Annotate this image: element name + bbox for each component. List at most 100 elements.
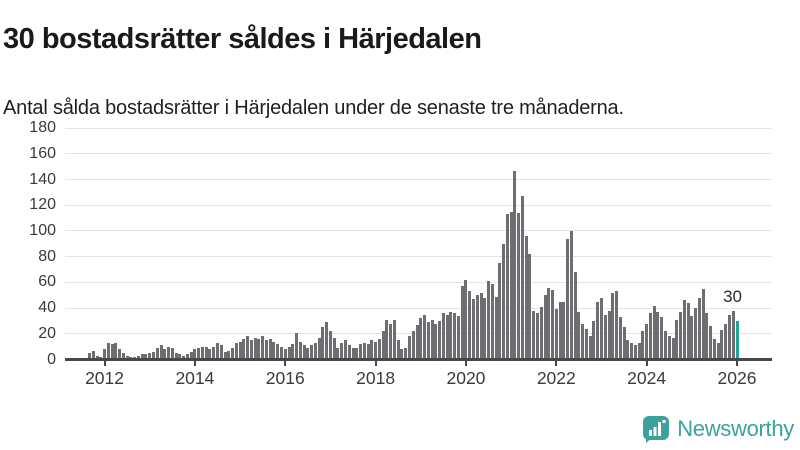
y-gridline bbox=[65, 333, 772, 335]
bar bbox=[633, 345, 637, 360]
bar bbox=[543, 295, 547, 360]
bar bbox=[434, 323, 438, 360]
bar bbox=[637, 342, 641, 360]
bar bbox=[204, 346, 208, 360]
bar bbox=[716, 342, 720, 360]
bar bbox=[494, 296, 498, 360]
bar bbox=[200, 346, 204, 360]
bar bbox=[505, 214, 509, 360]
bar bbox=[238, 341, 242, 360]
chart-subtitle: Antal sålda bostadsrätter i Härjedalen u… bbox=[3, 97, 624, 119]
bar bbox=[400, 349, 404, 360]
x-axis-tick-mark bbox=[555, 361, 558, 366]
bar bbox=[268, 338, 272, 360]
bar bbox=[682, 300, 686, 360]
bar bbox=[253, 337, 257, 360]
bar bbox=[370, 340, 374, 360]
x-axis-tick-mark bbox=[645, 361, 648, 366]
bar bbox=[155, 347, 159, 360]
bar bbox=[242, 338, 246, 360]
bar bbox=[328, 331, 332, 360]
bar bbox=[310, 345, 314, 360]
bar bbox=[622, 327, 626, 360]
y-gridline bbox=[65, 256, 772, 258]
bar bbox=[377, 338, 381, 360]
bar bbox=[652, 305, 656, 360]
y-axis-tick-label: 0 bbox=[47, 350, 56, 368]
bar bbox=[276, 344, 280, 360]
bar bbox=[140, 354, 144, 360]
bar bbox=[679, 311, 683, 360]
y-gridline bbox=[65, 307, 772, 309]
bar bbox=[197, 347, 201, 360]
bar bbox=[663, 331, 667, 360]
bar bbox=[114, 342, 118, 360]
bar bbox=[121, 353, 125, 360]
bar bbox=[720, 329, 724, 360]
x-axis-tick-mark bbox=[464, 361, 467, 366]
bar bbox=[660, 317, 664, 360]
bar bbox=[520, 196, 524, 360]
bar bbox=[340, 342, 344, 360]
bar bbox=[645, 323, 649, 360]
bar bbox=[362, 342, 366, 360]
bar bbox=[588, 336, 592, 360]
bar bbox=[313, 342, 317, 360]
bar bbox=[573, 272, 577, 360]
x-axis-tick-mark bbox=[284, 361, 287, 366]
bar bbox=[596, 301, 600, 360]
newsworthy-logo[interactable]: Newsworthy bbox=[642, 413, 794, 445]
y-axis-tick-label: 40 bbox=[38, 299, 56, 317]
highlight-value-label: 30 bbox=[723, 287, 742, 306]
bar bbox=[626, 340, 630, 360]
bar bbox=[223, 351, 227, 360]
bar bbox=[332, 337, 336, 360]
bar bbox=[712, 338, 716, 360]
x-axis-tick-label: 2022 bbox=[536, 368, 576, 388]
bar bbox=[231, 347, 235, 360]
bar bbox=[325, 322, 329, 360]
bar bbox=[611, 292, 615, 360]
bar bbox=[287, 346, 291, 360]
bar bbox=[475, 295, 479, 360]
bar bbox=[554, 309, 558, 360]
y-gridline bbox=[65, 179, 772, 181]
bar bbox=[517, 212, 521, 360]
y-axis-tick-label: 140 bbox=[29, 170, 56, 188]
bar bbox=[227, 350, 231, 360]
bar bbox=[468, 291, 472, 360]
bar bbox=[193, 349, 197, 360]
bar bbox=[261, 336, 265, 360]
bar bbox=[464, 279, 468, 360]
bar bbox=[490, 283, 494, 360]
x-axis-tick-label: 2012 bbox=[85, 368, 125, 388]
bar bbox=[302, 345, 306, 360]
bar bbox=[415, 324, 419, 360]
bar bbox=[671, 337, 675, 360]
bar bbox=[317, 337, 321, 360]
bar bbox=[148, 353, 152, 360]
bar bbox=[392, 319, 396, 360]
bar bbox=[234, 342, 238, 360]
y-axis-tick-label: 100 bbox=[29, 221, 56, 239]
x-axis-tick-label: 2024 bbox=[627, 368, 667, 388]
bar bbox=[279, 346, 283, 360]
bar bbox=[569, 230, 573, 360]
bar bbox=[91, 350, 95, 360]
bar bbox=[648, 313, 652, 360]
bar bbox=[603, 314, 607, 360]
bar bbox=[366, 344, 370, 360]
bar bbox=[438, 320, 442, 360]
bar bbox=[581, 323, 585, 360]
bar bbox=[430, 319, 434, 360]
bar bbox=[641, 331, 645, 360]
x-axis-line bbox=[65, 358, 772, 361]
bar bbox=[295, 332, 299, 360]
bar bbox=[178, 354, 182, 360]
x-axis-tick-mark bbox=[736, 361, 738, 366]
bar bbox=[502, 243, 506, 360]
bar bbox=[167, 346, 171, 360]
bar bbox=[144, 354, 148, 360]
bar bbox=[411, 331, 415, 360]
